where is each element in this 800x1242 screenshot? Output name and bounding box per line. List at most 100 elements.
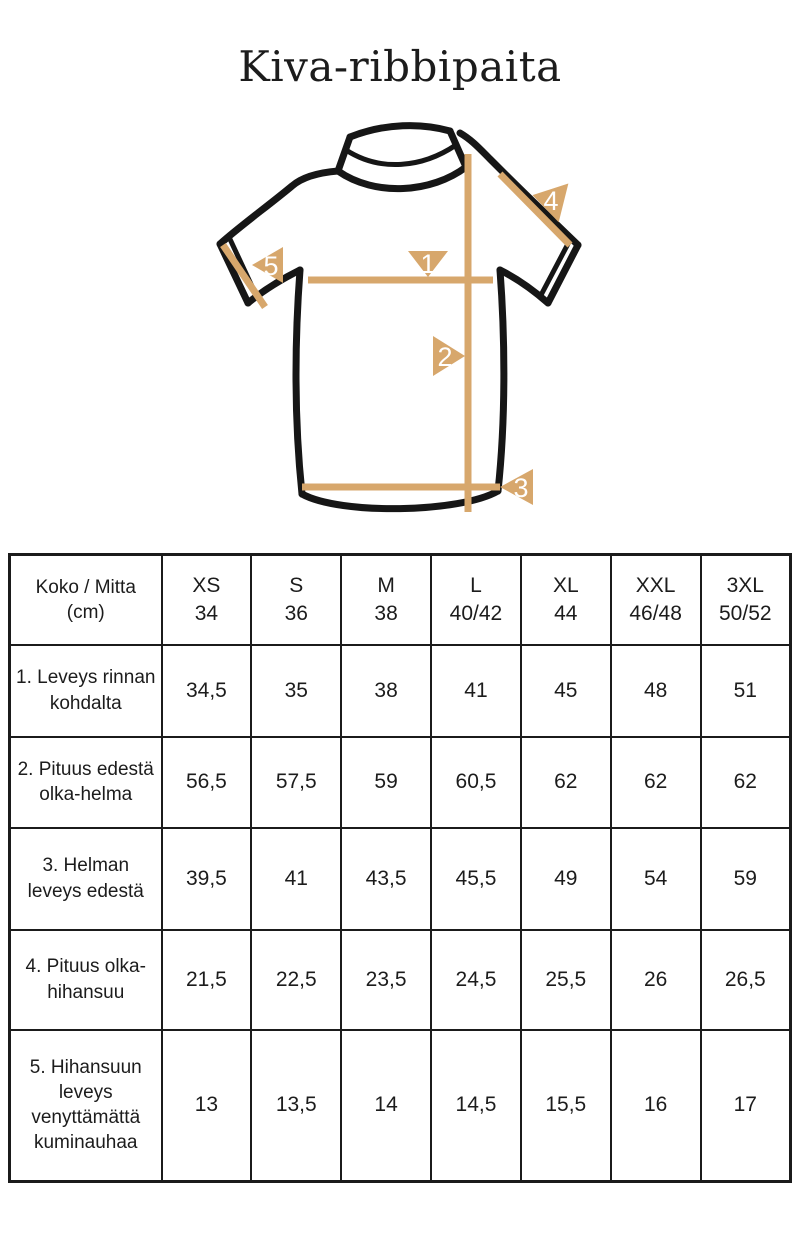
measurement-value-cell: 25,5 bbox=[519, 928, 612, 1031]
measurement-row-label: 1. Leveys rinnan kohdalta bbox=[8, 643, 163, 738]
left-cuff-outer bbox=[216, 240, 252, 307]
measurement-value-cell: 41 bbox=[430, 643, 522, 738]
measurement-value-cell: 62 bbox=[519, 735, 612, 829]
size-chart-table: Koko / Mitta (cm) XS 34 S 36 M 38 L 40/42 XL 44 XX… bbox=[8, 553, 792, 1183]
shirt-outline bbox=[216, 122, 582, 513]
table-row: 1. Leveys rinnan kohdalta 34,5 35 38 41 45 48 5… bbox=[8, 643, 792, 738]
measurement-value-cell: 62 bbox=[699, 735, 792, 829]
size-name: XXL bbox=[635, 574, 676, 598]
size-eu-number: 36 bbox=[284, 601, 308, 625]
measurement-value-cell: 24,5 bbox=[430, 928, 522, 1031]
table-row: 3. Helman leveys edestä 39,5 41 43,5 45,5 49 5… bbox=[8, 826, 792, 931]
measurement-row-label: 4. Pituus olka-hihansuu bbox=[8, 928, 163, 1031]
left-sleeve-bottom bbox=[244, 266, 304, 307]
size-header-xxl: XXL 46/48 bbox=[609, 553, 702, 646]
measurement-value-cell: 62 bbox=[609, 735, 702, 829]
shirt-diagram-svg: 1 2 3 4 5 bbox=[216, 122, 582, 513]
measurement-value-cell: 45 bbox=[519, 643, 612, 738]
marker-2-label: 2 bbox=[437, 342, 452, 372]
measurement-lines bbox=[220, 154, 573, 512]
marker-4-label: 4 bbox=[543, 186, 558, 216]
measurement-row-label: 2. Pituus edestä olka-helma bbox=[8, 735, 163, 829]
measurement-value-cell: 60,5 bbox=[430, 735, 522, 829]
right-cuff-outer bbox=[544, 241, 582, 307]
right-sleeve-top bbox=[456, 129, 582, 249]
marker-1-label: 1 bbox=[420, 249, 435, 279]
size-header-l: L 40/42 bbox=[430, 553, 522, 646]
size-eu-number: 40/42 bbox=[449, 601, 503, 625]
table-row: 4. Pituus olka-hihansuu 21,5 22,5 23,5 24,5 2… bbox=[8, 928, 792, 1031]
size-eu-number: 34 bbox=[194, 601, 219, 625]
measurement-value-cell: 43,5 bbox=[340, 826, 433, 931]
measurement-value-cell: 26,5 bbox=[699, 928, 792, 1031]
measurement-value-cell: 49 bbox=[519, 826, 612, 931]
size-unit-line2: (cm) bbox=[66, 601, 105, 623]
size-eu-number: 44 bbox=[554, 601, 578, 625]
collar-left bbox=[334, 133, 354, 175]
sleeve-length-line bbox=[497, 171, 573, 248]
measurement-value-cell: 41 bbox=[250, 826, 343, 931]
size-name: M bbox=[377, 574, 395, 598]
page-title: Kiva-ribbipaita bbox=[238, 42, 562, 91]
measurement-value-cell: 45,5 bbox=[430, 826, 522, 931]
size-eu-number: 46/48 bbox=[629, 601, 682, 625]
marker-3-label: 3 bbox=[513, 473, 528, 503]
measurement-value-cell: 51 bbox=[699, 643, 792, 738]
measurement-value-cell: 13,5 bbox=[250, 1028, 343, 1183]
size-unit-header: Koko / Mitta (cm) bbox=[8, 553, 163, 646]
measurement-value-cell: 54 bbox=[609, 826, 702, 931]
measurement-value-cell: 21,5 bbox=[160, 928, 253, 1031]
table-row: 2. Pituus edestä olka-helma 56,5 57,5 59 60,… bbox=[8, 735, 792, 829]
measurement-value-cell: 13 bbox=[160, 1028, 253, 1183]
measurement-value-cell: 35 bbox=[250, 643, 343, 738]
size-name: L bbox=[470, 574, 482, 598]
measurement-value-cell: 59 bbox=[340, 735, 433, 829]
marker-4-triangle bbox=[532, 183, 569, 223]
measurement-value-cell: 38 bbox=[340, 643, 433, 738]
marker-2-triangle bbox=[433, 336, 465, 376]
right-cuff-inner bbox=[537, 237, 573, 300]
table-row: 5. Hihansuun leveys venyttämättä kuminau… bbox=[8, 1028, 792, 1183]
measurement-value-cell: 34,5 bbox=[160, 643, 253, 738]
body-right-side bbox=[494, 266, 508, 495]
size-table-body: 1. Leveys rinnan kohdalta 34,5 35 38 41 45 48 5… bbox=[8, 643, 792, 1183]
measurement-value-cell: 59 bbox=[699, 826, 792, 931]
collar-rib-line bbox=[343, 142, 459, 167]
measurement-value-cell: 48 bbox=[609, 643, 702, 738]
collar-neckline bbox=[334, 163, 470, 193]
size-header-m: M 38 bbox=[340, 553, 433, 646]
measurement-value-cell: 39,5 bbox=[160, 826, 253, 931]
shirt-measurement-diagram: 1 2 3 4 5 bbox=[180, 117, 620, 537]
cuff-width-line bbox=[220, 243, 268, 309]
size-header-s: S 36 bbox=[250, 553, 343, 646]
measurement-value-cell: 14,5 bbox=[430, 1028, 522, 1183]
marker-1-triangle bbox=[408, 251, 448, 277]
marker-5-label: 5 bbox=[263, 251, 278, 281]
measurement-value-cell: 14 bbox=[340, 1028, 433, 1183]
marker-5-triangle bbox=[252, 247, 283, 283]
measurement-value-cell: 15,5 bbox=[519, 1028, 612, 1183]
body-left-side bbox=[292, 266, 306, 498]
size-header-xs: XS 34 bbox=[160, 553, 253, 646]
size-header-xl: XL 44 bbox=[519, 553, 612, 646]
size-name: S bbox=[289, 574, 304, 598]
size-header-3xl: 3XL 50/52 bbox=[699, 553, 792, 646]
measurement-value-cell: 57,5 bbox=[250, 735, 343, 829]
collar-top bbox=[346, 122, 454, 141]
measurement-value-cell: 22,5 bbox=[250, 928, 343, 1031]
measurement-value-cell: 56,5 bbox=[160, 735, 253, 829]
collar-right bbox=[446, 127, 470, 171]
measurement-value-cell: 17 bbox=[699, 1028, 792, 1183]
left-sleeve-top bbox=[216, 167, 342, 248]
size-name: XS bbox=[192, 574, 221, 598]
measurement-markers: 1 2 3 4 5 bbox=[252, 183, 569, 505]
hem-curve bbox=[298, 487, 502, 513]
size-name: XL bbox=[552, 574, 579, 598]
measurement-row-label: 5. Hihansuun leveys venyttämättä kuminau… bbox=[8, 1028, 163, 1183]
header-row: Koko / Mitta (cm) XS 34 S 36 M 38 L 40/42 XL 44 XX… bbox=[8, 553, 792, 646]
measurement-row-label: 3. Helman leveys edestä bbox=[8, 826, 163, 931]
measurement-value-cell: 16 bbox=[609, 1028, 702, 1183]
size-eu-number: 38 bbox=[374, 601, 398, 625]
marker-3-triangle bbox=[500, 469, 533, 505]
size-unit-line1: Koko / Mitta bbox=[35, 576, 136, 598]
